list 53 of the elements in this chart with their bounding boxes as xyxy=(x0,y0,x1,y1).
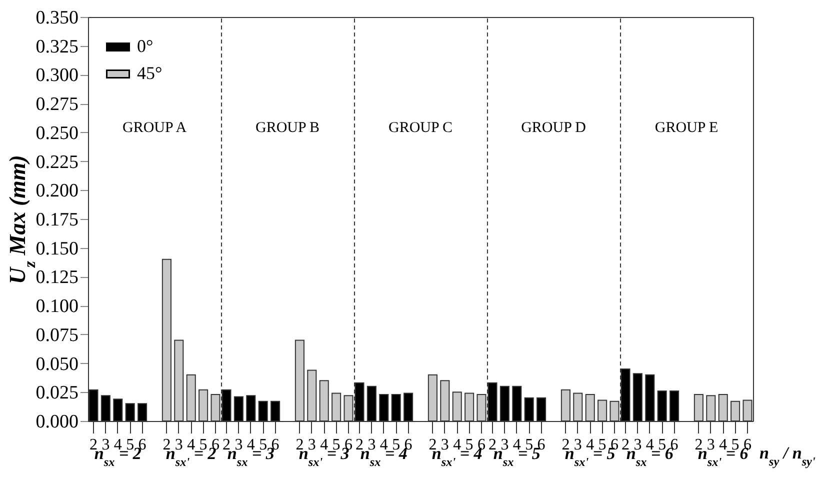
x-tick-label: 5 xyxy=(332,436,340,454)
annotation: GROUP D xyxy=(521,120,586,136)
annotation: GROUP E xyxy=(654,120,718,136)
x-tick-label: 3 xyxy=(368,436,376,454)
x-tick-label: 5 xyxy=(658,436,666,454)
y-tick-label: 0.050 xyxy=(36,354,78,375)
y-tick-label: 0.225 xyxy=(36,152,78,173)
y-tick-label: 0.100 xyxy=(36,296,78,318)
y-tick-label: 0.150 xyxy=(36,238,78,260)
x-tick-label: 4 xyxy=(719,436,728,454)
y-tick-label: 0.175 xyxy=(36,210,78,230)
x-tick-label: 4 xyxy=(453,436,462,454)
y-tick-label: 0.325 xyxy=(36,36,78,58)
x-tick-label: 5 xyxy=(199,436,208,454)
x-tick-label: 5 xyxy=(259,436,268,454)
y-tick-label: 0.275 xyxy=(36,94,78,116)
x-tick-label: 4 xyxy=(586,436,594,454)
legend-label: 45° xyxy=(137,63,162,83)
y-tick-label: 0.350 xyxy=(36,8,78,28)
x-tick-label: 3 xyxy=(440,436,449,454)
y-tick-label: 0.025 xyxy=(36,382,78,404)
x-tick-label: 5 xyxy=(126,436,134,454)
x-tick-label: 3 xyxy=(174,436,183,454)
x-tick-label: 4 xyxy=(187,436,196,454)
x-tick-label: 3 xyxy=(706,436,715,454)
x-tick-label: 4 xyxy=(646,436,654,454)
x-tick-label: 4 xyxy=(380,436,388,454)
x-axis-title: n$_{sy}$ / n$_{sy'}$ xyxy=(760,444,816,468)
annotation: GROUP B xyxy=(255,120,320,136)
annotation: GROUP A xyxy=(122,120,187,136)
y-tick-label: 0.250 xyxy=(36,122,78,144)
x-tick-label: 5 xyxy=(392,436,400,454)
x-tick-label: 5 xyxy=(598,436,606,454)
x-tick-label: 4 xyxy=(246,436,255,454)
y-tick-label: 0.125 xyxy=(36,267,78,288)
y-tick-label: 0.300 xyxy=(36,65,78,86)
x-tick-label: 3 xyxy=(308,436,316,454)
annotation: GROUP C xyxy=(388,120,453,136)
x-tick-label: 3 xyxy=(234,436,243,454)
x-tick-label: 4 xyxy=(320,436,328,454)
x-tick-label: 3 xyxy=(634,436,642,454)
x-tick-label: 3 xyxy=(102,436,110,454)
x-tick-label: 5 xyxy=(731,436,740,454)
x-tick-label: 4 xyxy=(512,436,521,454)
x-tick-label: 4 xyxy=(114,436,122,454)
x-tick-label: 5 xyxy=(465,436,474,454)
y-tick-label: 0.075 xyxy=(36,324,78,346)
x-tick-label: 3 xyxy=(574,436,582,454)
x-tick-label: 5 xyxy=(525,436,534,454)
y-tick-label: 0.000 xyxy=(36,412,78,432)
legend-label: 0° xyxy=(137,36,154,56)
x-tick-label: 3 xyxy=(500,436,509,454)
y-tick-label: 0.200 xyxy=(36,180,78,202)
